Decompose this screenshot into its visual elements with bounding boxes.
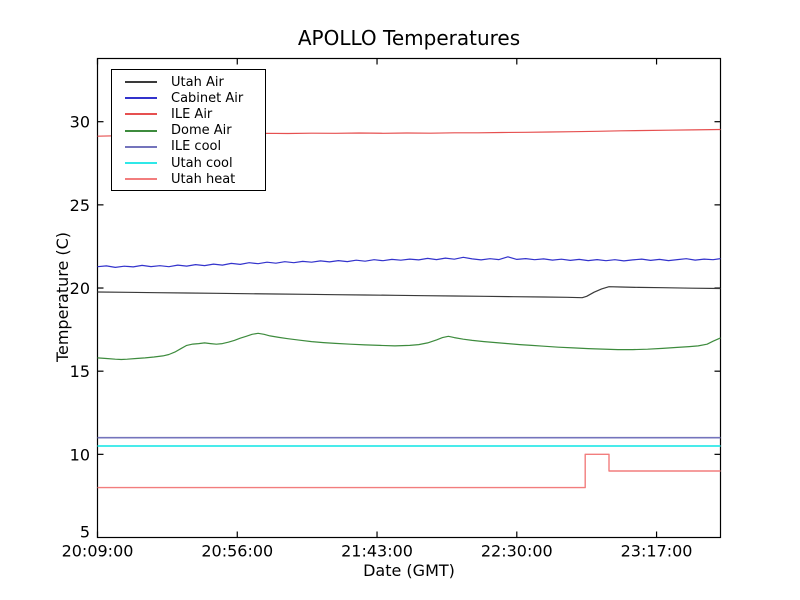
chart-title: APOLLO Temperatures: [297, 26, 521, 50]
x-tick-label: 21:43:00: [341, 542, 413, 561]
legend-label: Utah heat: [171, 171, 236, 187]
legend-label: ILE cool: [171, 139, 222, 155]
y-tick-label: 30: [70, 113, 90, 132]
legend-line-sample: [125, 162, 157, 165]
y-tick-label: 15: [70, 362, 90, 381]
legend-label: Cabinet Air: [171, 90, 244, 106]
plot-frame: [96, 57, 722, 539]
legend-line-sample: [125, 81, 157, 84]
legend-item: ILE Air: [112, 106, 265, 122]
y-tick-label: 10: [70, 445, 90, 464]
legend-line-sample: [125, 178, 157, 181]
legend-label: Utah Air: [171, 74, 224, 90]
legend: Utah Air Cabinet Air ILE Air Dome Air ILE co…: [111, 69, 266, 192]
legend-line-sample: [125, 145, 157, 148]
y-tick-label: 5: [80, 523, 90, 542]
legend-label: ILE Air: [171, 106, 213, 122]
legend-line-sample: [125, 129, 157, 132]
x-tick-label: 20:09:00: [62, 542, 134, 561]
y-axis-label: Temperature (C): [53, 231, 72, 363]
series-line-utah-air: [97, 286, 721, 299]
legend-item: Utah cool: [112, 155, 265, 171]
x-tick-label: 23:17:00: [621, 542, 693, 561]
legend-item: Utah heat: [112, 171, 265, 187]
legend-item: ILE cool: [112, 139, 265, 155]
series-line-dome-air: [97, 332, 721, 361]
legend-label: Dome Air: [171, 123, 232, 139]
legend-item: Dome Air: [112, 123, 265, 139]
series-line-utah-heat: [97, 453, 721, 489]
legend-item: Utah Air: [112, 74, 265, 90]
x-axis-label: Date (GMT): [363, 561, 455, 580]
y-tick-label: 25: [70, 196, 90, 215]
legend-line-sample: [125, 97, 157, 100]
x-tick-label: 20:56:00: [201, 542, 273, 561]
legend-label: Utah cool: [171, 155, 233, 171]
series-line-cabinet-air: [97, 256, 721, 268]
legend-line-sample: [125, 113, 157, 116]
y-tick-label: 20: [70, 279, 90, 298]
legend-item: Cabinet Air: [112, 90, 265, 106]
x-tick-label: 22:30:00: [481, 542, 553, 561]
